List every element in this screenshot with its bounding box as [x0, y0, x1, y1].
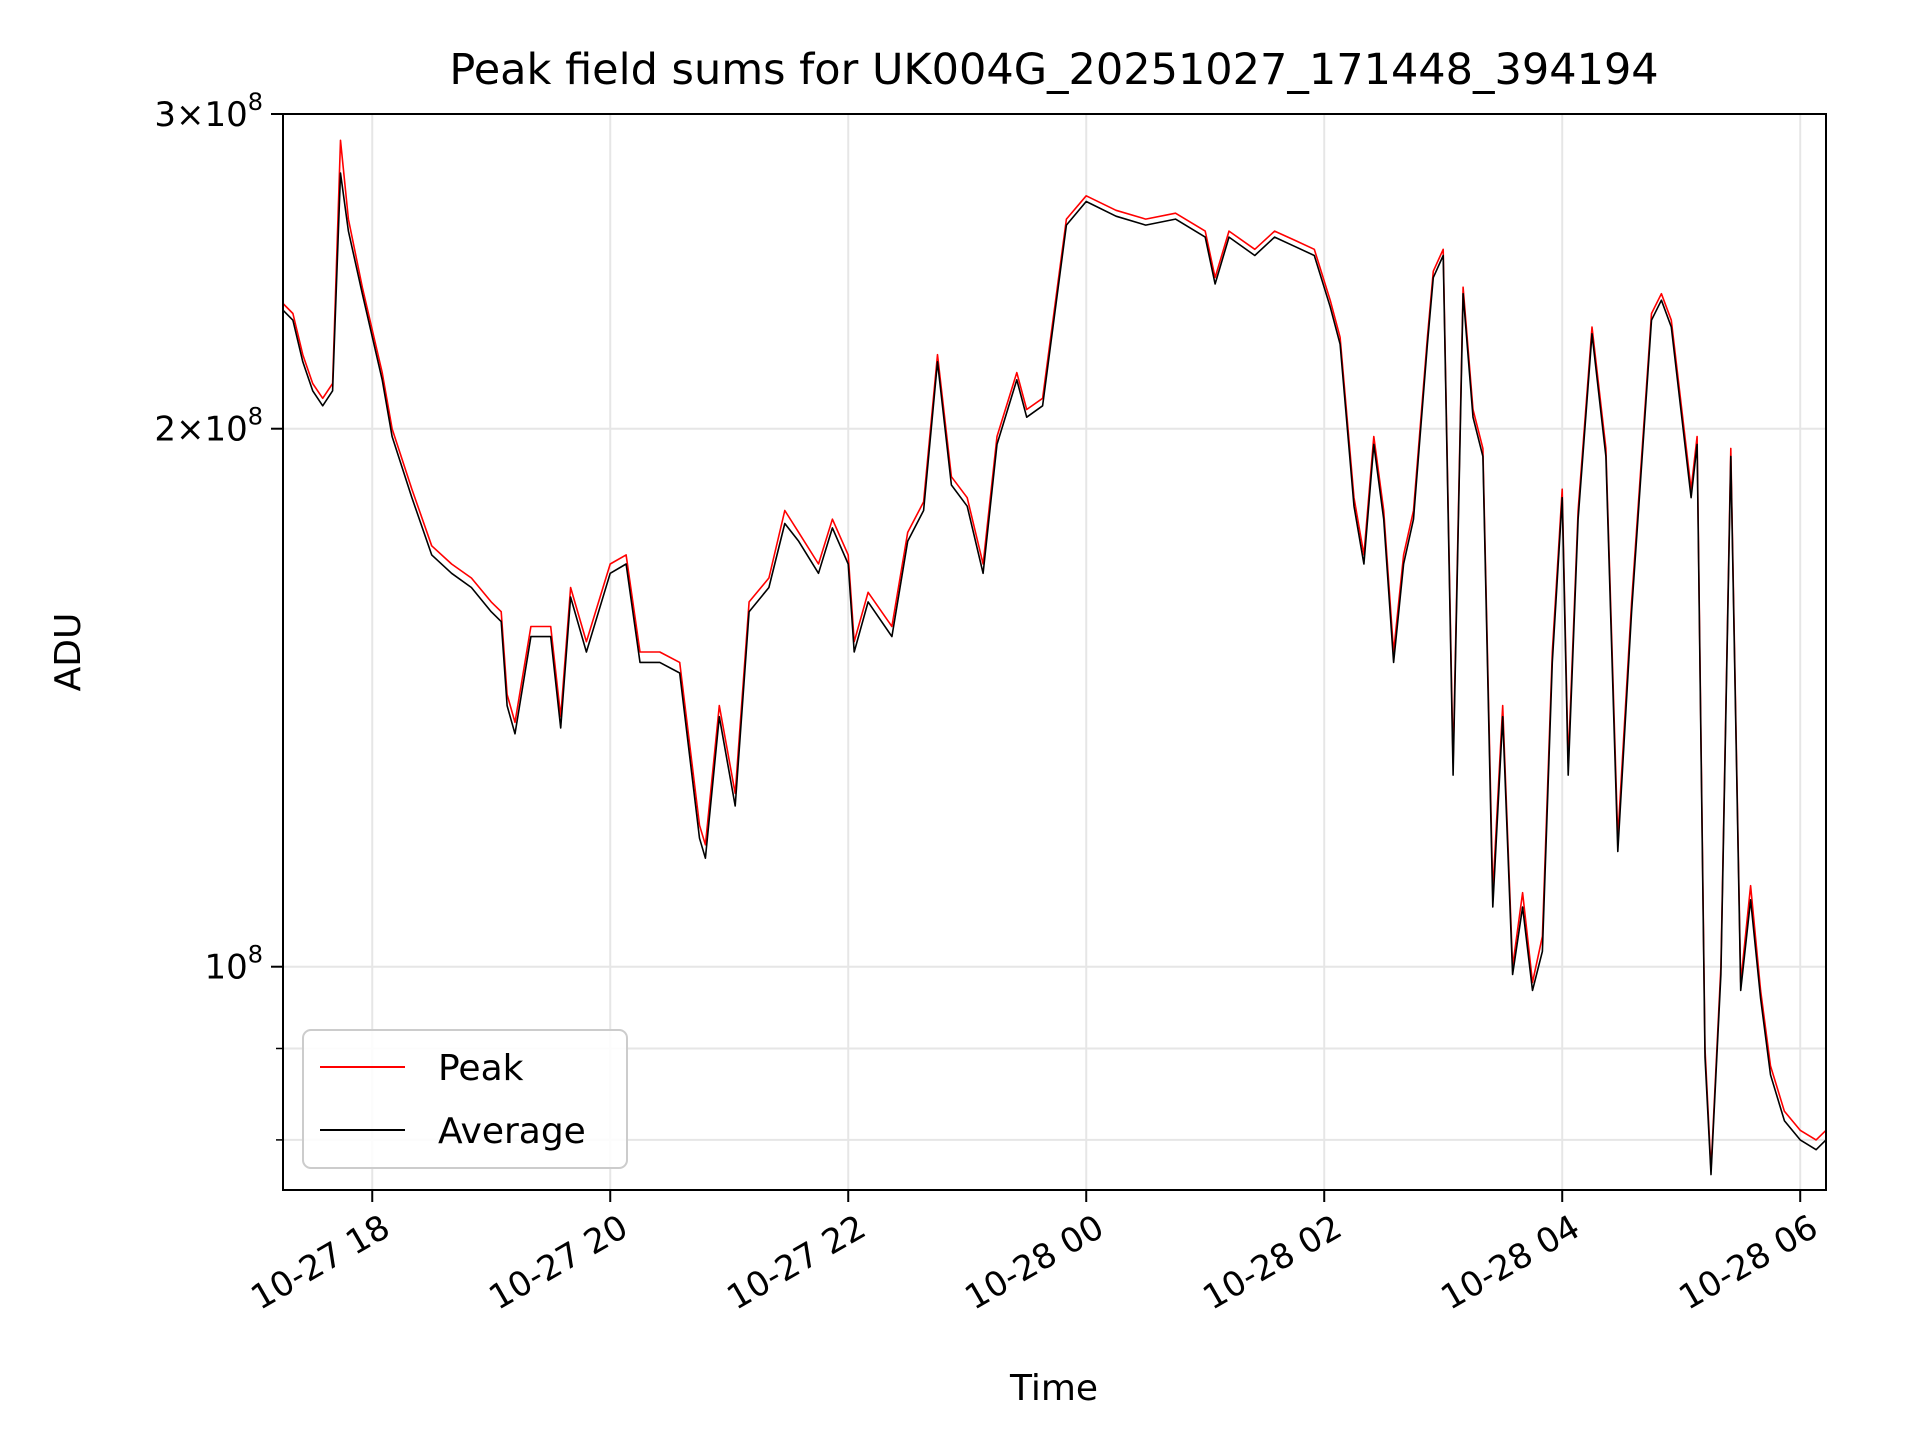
legend: Peak Average [302, 1029, 628, 1169]
plot-frame [282, 113, 1827, 1191]
x-axis-label: Time [1009, 1368, 1098, 1409]
y-tick-label: 3×108 [154, 88, 263, 135]
y-axis-label: ADU [48, 613, 89, 692]
legend-label-peak: Peak [438, 1048, 524, 1089]
legend-box [302, 1029, 628, 1169]
series-lines [282, 139, 1827, 1176]
legend-label-average: Average [438, 1111, 586, 1152]
y-tick-label: 108 [204, 941, 263, 988]
y-tick-label: 2×108 [154, 403, 263, 450]
series-line-average [282, 172, 1827, 1176]
chart-title: Peak field sums for UK004G_20251027_1714… [449, 45, 1658, 95]
y-axis-ticks: 108 2×108 3×108 [154, 88, 283, 1141]
